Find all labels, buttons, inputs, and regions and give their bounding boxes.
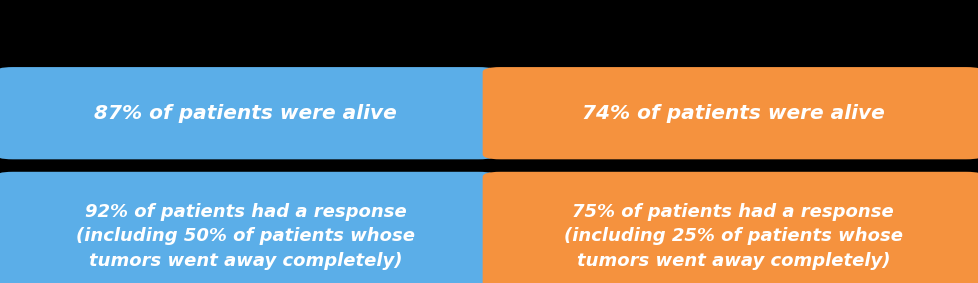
- Text: 92% of patients had a response
(including 50% of patients whose
tumors went away: 92% of patients had a response (includin…: [76, 203, 415, 270]
- FancyBboxPatch shape: [0, 67, 496, 159]
- FancyBboxPatch shape: [0, 172, 496, 283]
- FancyBboxPatch shape: [482, 172, 978, 283]
- FancyBboxPatch shape: [482, 67, 978, 159]
- Text: 87% of patients were alive: 87% of patients were alive: [94, 104, 397, 123]
- Text: 74% of patients were alive: 74% of patients were alive: [581, 104, 884, 123]
- Text: 75% of patients had a response
(including 25% of patients whose
tumors went away: 75% of patients had a response (includin…: [563, 203, 902, 270]
